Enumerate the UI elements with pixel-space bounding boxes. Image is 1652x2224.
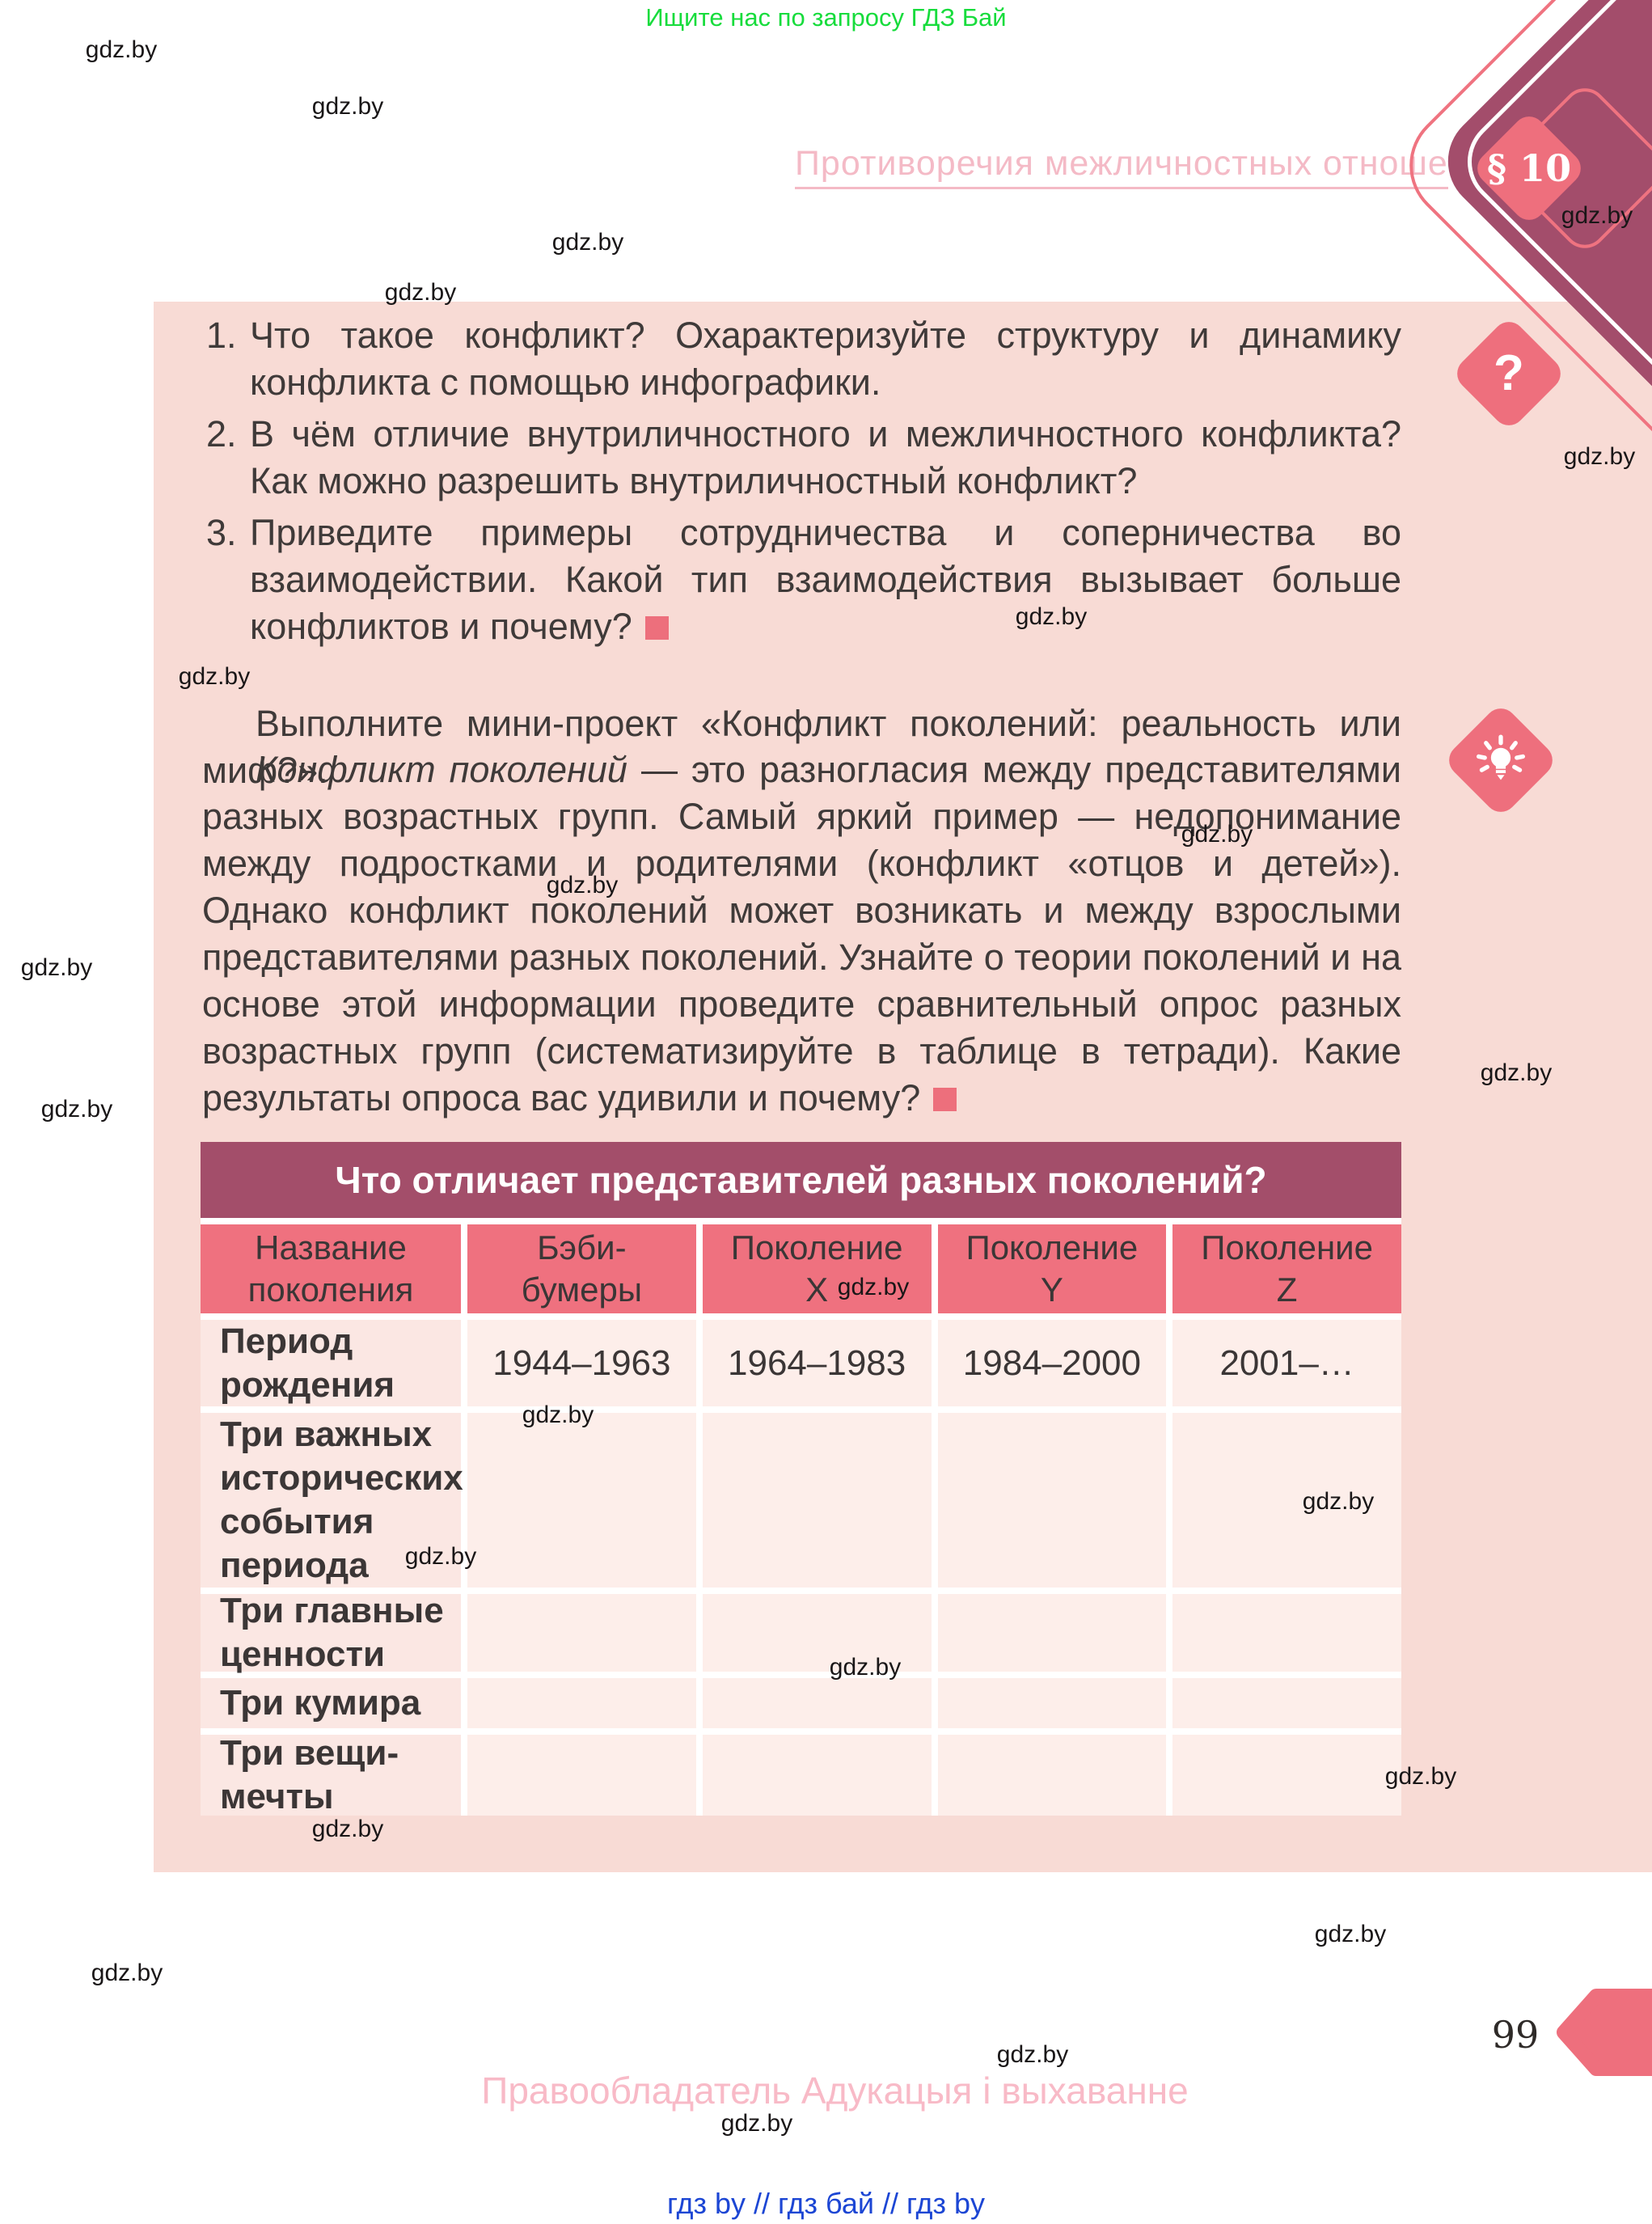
end-marker-square (644, 616, 669, 640)
gdz-watermark: gdz.by (1480, 1059, 1553, 1086)
table-cell (467, 1413, 696, 1588)
table-cell (702, 1678, 932, 1728)
gdz-watermark: gdz.by (311, 93, 384, 120)
copyright-line: Правообладатель Адукацыя і выхаванне (481, 2070, 1189, 2112)
gdz-watermark: gdz.by (1302, 1488, 1375, 1515)
gdz-watermark: gdz.by (996, 2041, 1069, 2068)
gdz-watermark: gdz.by (1384, 1763, 1457, 1790)
gdz-watermark: gdz.by (1563, 443, 1636, 470)
project-lead-italic: Конфликт поколений (256, 749, 627, 790)
row-label: Три вещи- мечты (201, 1733, 461, 1816)
lightbulb-glyph (1470, 729, 1532, 791)
gdz-watermark: gdz.by (40, 1096, 113, 1123)
gdz-watermark: gdz.by (20, 954, 93, 981)
table-cell (702, 1413, 932, 1588)
end-marker-square (933, 1088, 957, 1111)
gdz-watermark: gdz.by (384, 279, 457, 306)
promo-top-text: Ищите нас по запросу ГДЗ Бай (645, 3, 1007, 32)
table-cell: 1964–1983 (702, 1320, 932, 1406)
row-label: Период рождения (201, 1320, 461, 1406)
column-header: Бэби- бумеры (467, 1224, 696, 1313)
question-item: 3. Приведите примеры сотрудничества и со… (206, 509, 1401, 650)
table-cell (702, 1594, 932, 1672)
question-text: В чём отличие внутриличностного и межлич… (250, 413, 1401, 501)
lightbulb-icon (1442, 701, 1560, 819)
table-cell (1172, 1413, 1401, 1588)
question-number: 3. (206, 512, 237, 553)
column-header: Поколение X (702, 1224, 932, 1313)
table-cell (467, 1678, 696, 1728)
question-number: 2. (206, 413, 237, 455)
gdz-watermark: gdz.by (837, 1274, 910, 1300)
page-number: 99 (1491, 2013, 1540, 2057)
project-body-paragraph: Конфликт поколений — это разногласия меж… (202, 746, 1401, 1122)
gdz-watermark: gdz.by (178, 663, 251, 690)
gdz-watermark: gdz.by (522, 1402, 594, 1428)
table-title: Что отличает представителей разных покол… (201, 1142, 1401, 1218)
table-cell (1172, 1735, 1401, 1816)
gdz-watermark: gdz.by (85, 36, 158, 63)
gdz-watermark: gdz.by (829, 1654, 902, 1681)
gdz-watermark: gdz.by (720, 2110, 793, 2137)
gdz-watermark: gdz.by (1314, 1921, 1387, 1947)
gdz-watermark: gdz.by (404, 1543, 477, 1570)
question-item: 2. В чём отличие внутриличностного и меж… (206, 411, 1401, 505)
gdz-watermark: gdz.by (551, 229, 624, 256)
table-cell (467, 1735, 696, 1816)
row-label: Три важных исторических события периода (201, 1413, 463, 1588)
row-label: Три главные ценности (201, 1591, 461, 1674)
table-cell (937, 1735, 1167, 1816)
table-cell (467, 1594, 696, 1672)
table-cell: 2001–… (1172, 1320, 1401, 1406)
table-cell: 1944–1963 (467, 1320, 696, 1406)
page-title: Противоречия межличностных отношений (795, 144, 1509, 183)
table-cell (937, 1594, 1167, 1672)
footer-links[interactable]: гдз by // гдз бай // гдз by (666, 2187, 986, 2220)
question-item: 1. Что такое конфликт? Охарактеризуйте с… (206, 312, 1401, 406)
gdz-watermark: gdz.by (311, 1816, 384, 1842)
table-cell (937, 1678, 1167, 1728)
column-header: Поколение Z (1172, 1224, 1401, 1313)
gdz-watermark: gdz.by (546, 872, 619, 898)
generations-table: Что отличает представителей разных покол… (201, 1142, 1401, 1816)
column-header: Название поколения (201, 1224, 461, 1313)
project-intro-paragraph: Выполните мини-проект «Конфликт поколени… (202, 703, 1401, 791)
question-text: Приведите примеры сотрудничества и сопер… (250, 512, 1401, 647)
column-header: Поколение Y (937, 1224, 1167, 1313)
table-cell: 1984–2000 (937, 1320, 1167, 1406)
row-label: Три кумира (201, 1678, 461, 1728)
gdz-watermark: gdz.by (1015, 603, 1088, 630)
gdz-watermark: gdz.by (1561, 202, 1633, 229)
question-glyph: ? (1494, 345, 1524, 401)
section-number: § 10 (1486, 146, 1572, 190)
table-cell (1172, 1594, 1401, 1672)
question-text: Что такое конфликт? Охарактеризуйте стру… (250, 315, 1401, 403)
question-number: 1. (206, 315, 237, 356)
questions-list: 1. Что такое конфликт? Охарактеризуйте с… (206, 312, 1401, 655)
page-tab-arrow (1554, 1986, 1652, 2082)
table-cell (1172, 1678, 1401, 1728)
gdz-watermark: gdz.by (1181, 821, 1253, 848)
table-cell (702, 1735, 932, 1816)
title-underline (795, 187, 1448, 189)
project-body-text: — это разногласия между представителями … (202, 749, 1401, 1118)
gdz-watermark: gdz.by (91, 1960, 163, 1986)
table-cell (937, 1413, 1167, 1588)
